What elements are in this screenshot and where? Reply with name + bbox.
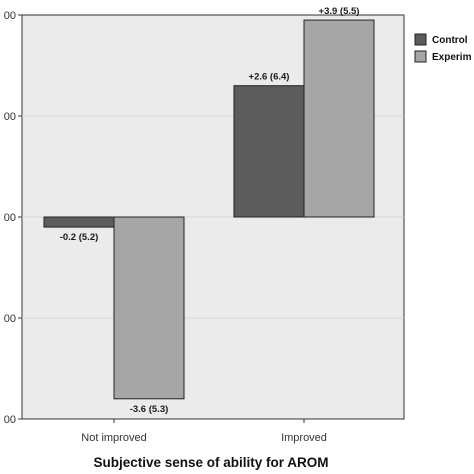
bar-experim-1 <box>303 19 375 218</box>
data-label: -3.6 (5.3) <box>130 404 169 415</box>
data-label: +2.6 (6.4) <box>249 72 290 83</box>
legend-swatch <box>414 33 427 46</box>
data-label: -0.2 (5.2) <box>60 232 99 243</box>
y-tick-label: 00 <box>4 212 16 224</box>
x-axis-title: Subjective sense of ability for AROM <box>93 455 328 470</box>
bar-control-1 <box>233 85 305 218</box>
bar-experim-0 <box>113 216 185 400</box>
data-label: +3.9 (5.5) <box>319 6 360 17</box>
bar-labels: -0.2 (5.2) +2.6 (6.4) -3.6 (5.3) +3.9 (5.5) <box>60 6 360 415</box>
legend-swatch <box>414 50 427 63</box>
y-tick-label: 00 <box>4 10 16 22</box>
bars <box>43 19 375 400</box>
x-tick-label: Not improved <box>81 432 146 444</box>
x-tick-label: Improved <box>281 432 327 444</box>
legend: Control Experim <box>414 33 472 63</box>
x-axis: Not improved Improved <box>81 419 327 444</box>
y-tick-label: 00 <box>4 414 16 426</box>
legend-label: Experim <box>432 52 472 63</box>
bar-control-0 <box>43 216 115 228</box>
y-axis: 00 00 00 00 00 <box>4 10 22 426</box>
y-tick-label: 00 <box>4 111 16 123</box>
legend-label: Control <box>432 35 468 46</box>
y-tick-label: 00 <box>4 313 16 325</box>
